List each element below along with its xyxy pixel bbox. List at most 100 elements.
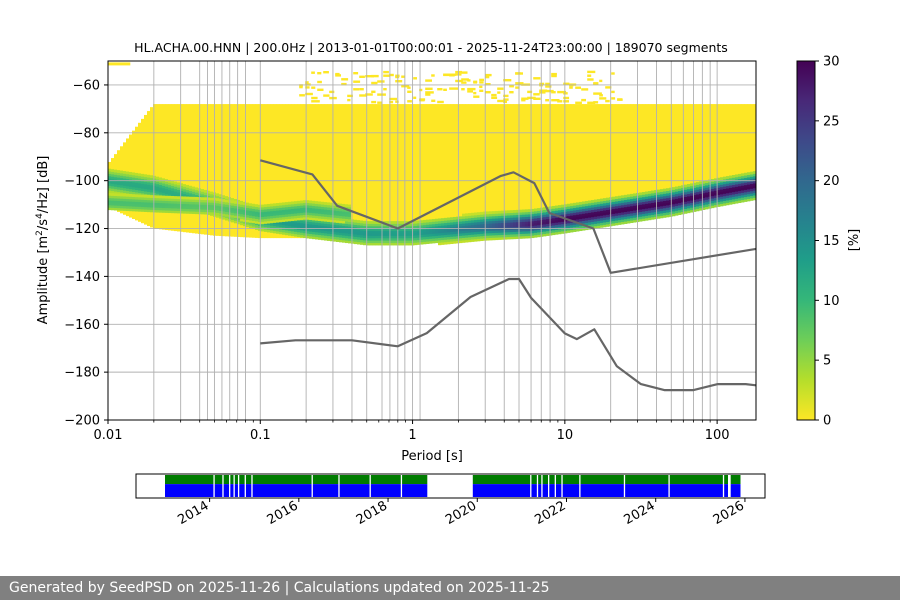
heatmap-column (417, 104, 421, 245)
density-ridge-primary-mode (552, 205, 556, 236)
availability-year-label: 2024 (622, 498, 658, 528)
heatmap-column (594, 104, 598, 229)
heatmap-column (471, 104, 475, 242)
x-tick-label: 0.1 (250, 428, 271, 443)
heatmap-column (123, 142, 127, 215)
density-ridge-primary-mode (345, 218, 349, 244)
colorbar-tick-label: 10 (823, 294, 840, 309)
heatmap-column (480, 104, 484, 242)
heatmap-column (567, 104, 571, 233)
density-ridge-secondary-mode (216, 198, 220, 216)
heatmap-column (108, 161, 112, 211)
heatmap-column (489, 104, 493, 241)
density-ridge-primary-mode (534, 208, 538, 238)
heatmap-column (201, 104, 205, 235)
heatmap-column (648, 104, 652, 221)
density-ridge-primary-mode (729, 175, 733, 205)
heatmap-column (483, 104, 487, 241)
heatmap-column (315, 104, 319, 240)
heatmap-column (420, 104, 424, 245)
heatmap-column (360, 104, 364, 245)
density-ridge-secondary-mode (234, 200, 238, 219)
density-ridge-secondary-mode (129, 194, 133, 212)
heatmap-column (576, 104, 580, 232)
density-ridge-primary-mode (684, 184, 688, 214)
availability-year-label: 2020 (443, 498, 479, 528)
density-ridge-primary-mode (654, 190, 658, 220)
y-axis: −60 −80 −100 −120 −140 −160 −180 −200 (64, 78, 108, 429)
availability-data-bar (165, 475, 428, 485)
heatmap-column (624, 104, 628, 224)
density-ridge-secondary-mode (243, 202, 247, 222)
heatmap-column (186, 104, 190, 233)
density-ridge-secondary-mode (333, 203, 337, 223)
heatmap-column (708, 104, 712, 209)
density-ridge-secondary-mode (138, 194, 142, 212)
density-ridge-secondary-mode (303, 200, 307, 220)
heatmap-column (453, 104, 457, 244)
heatmap-column (537, 104, 541, 238)
heatmap-column (321, 104, 325, 241)
heatmap-column (168, 104, 172, 231)
density-ridge-secondary-mode (207, 197, 211, 215)
heatmap-column (519, 104, 523, 239)
heatmap-column (111, 158, 115, 211)
availability-year-label: 2026 (711, 498, 747, 528)
heatmap-column (342, 104, 346, 243)
heatmap-column (171, 104, 175, 231)
density-ridge-primary-mode (465, 213, 469, 243)
density-ridge-primary-mode (420, 220, 424, 245)
heatmap-column (267, 104, 271, 239)
heatmap-column (126, 138, 130, 217)
heatmap-column (696, 104, 700, 212)
density-ridge-secondary-mode (135, 194, 139, 212)
heatmap-column (606, 104, 610, 227)
density-ridge-secondary-mode (291, 201, 295, 222)
density-ridge-secondary-mode (195, 196, 199, 215)
heatmap-column (333, 104, 337, 242)
heatmap-column (312, 104, 316, 240)
x-tick-label: 100 (705, 428, 730, 443)
heatmap-column (426, 104, 430, 244)
heatmap-column (435, 104, 439, 244)
heatmap-column (264, 104, 268, 239)
density-ridge-secondary-mode (186, 196, 190, 214)
heatmap-column (183, 104, 187, 233)
heatmap-column (309, 104, 313, 239)
heatmap-column (120, 146, 124, 214)
heatmap-column (474, 104, 478, 242)
density-ridge-primary-mode (747, 172, 751, 202)
density-ridge-secondary-mode (246, 202, 250, 223)
density-ridge-primary-mode (696, 182, 700, 212)
heatmap-column (654, 104, 658, 220)
density-ridge-primary-mode (558, 205, 562, 235)
density-ridge-secondary-mode (225, 199, 229, 217)
density-ridge-primary-mode (486, 211, 490, 241)
density-ridge-primary-mode (111, 169, 115, 194)
heatmap-column (702, 104, 706, 210)
density-ridge-primary-mode (579, 201, 583, 232)
heatmap-column (603, 104, 607, 228)
heatmap-column (444, 104, 448, 245)
density-ridge-primary-mode (705, 180, 709, 210)
heatmap-column (288, 104, 292, 239)
heatmap-column (531, 104, 535, 239)
heatmap-column (345, 104, 349, 244)
heatmap-column (711, 104, 715, 209)
density-ridge-primary-mode (615, 196, 619, 226)
heatmap-column (663, 104, 667, 218)
density-ridge-secondary-mode (201, 197, 205, 215)
heatmap-column (687, 104, 691, 214)
heatmap-column (456, 104, 460, 244)
heatmap-column (339, 104, 343, 243)
x-tick-label: 1 (408, 428, 416, 443)
density-ridge-secondary-mode (345, 204, 349, 222)
heatmap-column (579, 104, 583, 232)
heatmap-column (366, 104, 370, 246)
y-tick-label: −80 (73, 126, 100, 141)
density-ridge-primary-mode (495, 210, 499, 241)
density-ridge-primary-mode (624, 194, 628, 224)
heatmap-column (147, 111, 151, 227)
heatmap-column (600, 104, 604, 228)
density-ridge-primary-mode (687, 184, 691, 214)
